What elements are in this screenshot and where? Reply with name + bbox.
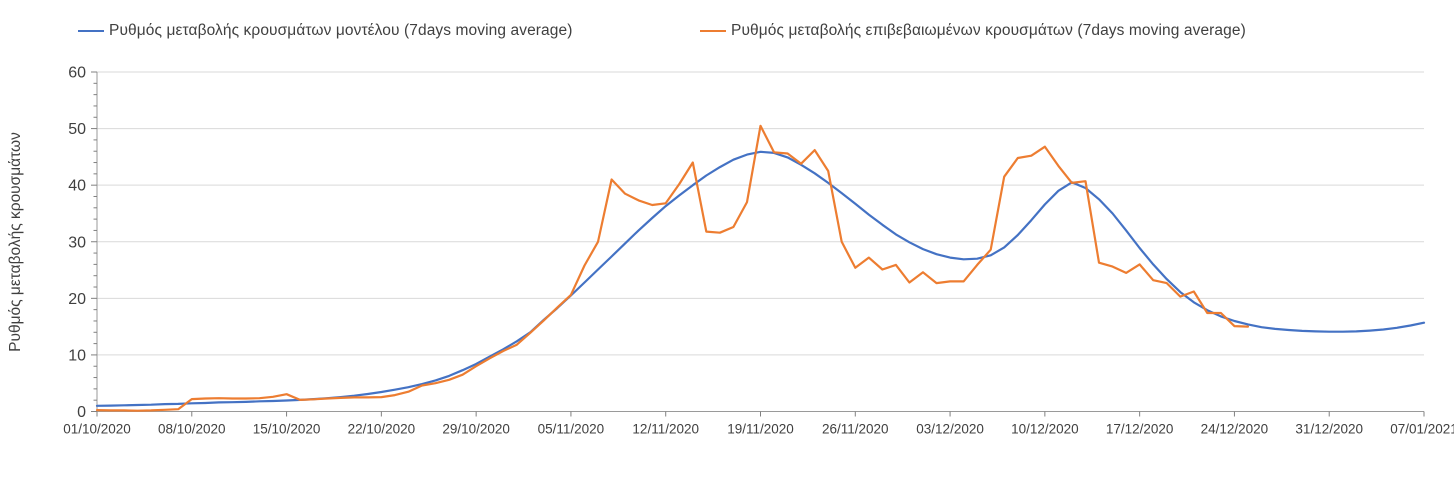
legend-label-model: Ρυθμός μεταβολής κρουσμάτων μοντέλου (7d… [109,22,573,39]
y-tick-label: 20 [68,291,86,308]
legend-item-confirmed: Ρυθμός μεταβολής επιβεβαιωμένων κρουσμάτ… [700,22,1246,40]
legend-label-confirmed: Ρυθμός μεταβολής επιβεβαιωμένων κρουσμάτ… [731,22,1246,39]
x-tick-label: 15/10/2020 [253,422,321,437]
series-line-model [95,150,1426,407]
legend-line-swatch-orange [700,29,726,33]
y-tick-label: 30 [68,234,86,251]
x-tick-label: 10/12/2020 [1011,422,1079,437]
x-tick-label: 19/11/2020 [727,422,794,437]
x-tick-label: 31/12/2020 [1295,422,1363,437]
x-tick-label: 05/11/2020 [538,422,605,437]
x-tick-label: 12/11/2020 [632,422,699,437]
gridlines [97,71,1424,356]
axis-labels: 0 10 20 30 40 50 60 01/10/2020 08/10/2020 15/10/2… [63,65,1454,437]
x-tick-label: 17/12/2020 [1106,422,1174,437]
series-lines [95,124,1426,412]
x-tick-label: 03/12/2020 [916,422,984,437]
y-tick-label: 10 [68,347,86,364]
y-tick-label: 40 [68,178,86,195]
y-tick-label: 50 [68,121,86,138]
legend-line-swatch-blue [78,29,104,33]
x-tick-label: 26/11/2020 [822,422,889,437]
x-tick-label: 08/10/2020 [158,422,226,437]
legend-item-model: Ρυθμός μεταβολής κρουσμάτων μοντέλου (7d… [78,22,572,40]
x-tick-label: 07/01/2021 [1390,422,1454,437]
x-tick-label: 29/10/2020 [442,422,510,437]
series-line-confirmed [95,124,1250,412]
axes [91,71,1425,417]
y-axis-title: Ρυθμός μεταβολής κρουσμάτων [7,132,24,352]
y-tick-label: 60 [68,65,86,82]
x-tick-label: 24/12/2020 [1201,422,1269,437]
x-tick-label: 22/10/2020 [348,422,416,437]
y-tick-label: 0 [77,404,86,421]
x-tick-label: 01/10/2020 [63,422,131,437]
